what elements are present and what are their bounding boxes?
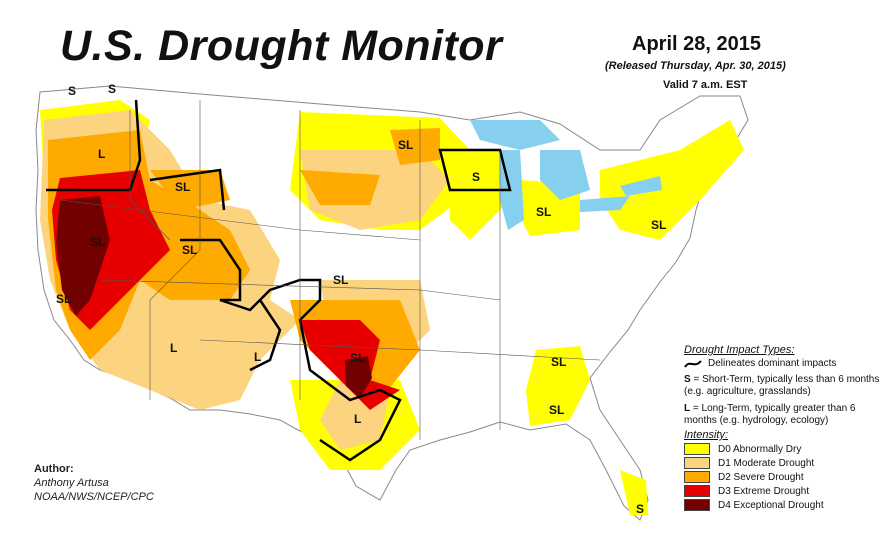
legend-level: D2 Severe Drought	[684, 471, 880, 483]
label-nv: SL	[90, 235, 106, 249]
label-ks: SL	[333, 273, 349, 287]
legend-label: D2 Severe Drought	[718, 471, 804, 483]
s-key: S	[684, 374, 691, 385]
legend-label: D4 Exceptional Drought	[718, 499, 824, 511]
map-date: April 28, 2015	[632, 33, 761, 55]
legend: Drought Impact Types: Delineates dominan…	[684, 344, 880, 513]
author-org: NOAA/NWS/NCEP/CPC	[34, 491, 154, 503]
author-name: Anthony Artusa	[34, 477, 109, 489]
valid-time: Valid 7 a.m. EST	[663, 79, 748, 91]
label-nm: L	[254, 350, 262, 364]
release-note: (Released Thursday, Apr. 30, 2015)	[605, 60, 786, 72]
s-text: = Short-Term, typically less than 6 mont…	[684, 374, 880, 397]
intensity-heading: Intensity:	[684, 429, 729, 441]
delineates-row: Delineates dominant impacts	[684, 358, 880, 369]
label-ga: SL	[549, 403, 565, 417]
legend-label: D1 Moderate Drought	[718, 457, 815, 469]
legend-label: D3 Extreme Drought	[718, 485, 810, 497]
label-wa1: S	[68, 84, 77, 98]
legend-level: D4 Exceptional Drought	[684, 499, 880, 511]
label-ny: SL	[651, 218, 667, 232]
legend-swatch	[684, 499, 710, 511]
label-wi: S	[472, 170, 481, 184]
legend-label: D0 Abnormally Dry	[718, 443, 802, 455]
label-mi: SL	[536, 205, 552, 219]
label-az: L	[170, 341, 178, 355]
label-tx: SL	[350, 351, 366, 365]
label-ca: SL	[56, 292, 72, 306]
impact-lines	[46, 99, 512, 462]
long-term-def: L = Long-Term, typically greater than 6 …	[684, 403, 880, 427]
author-block: Author: Anthony Artusa NOAA/NWS/NCEP/CPC	[34, 462, 154, 504]
great-lakes	[470, 120, 662, 230]
author-heading: Author:	[34, 463, 74, 475]
legend-swatch	[684, 485, 710, 497]
legend-level: D1 Moderate Drought	[684, 457, 880, 469]
label-tx-s: L	[354, 412, 362, 426]
intensity-levels: D0 Abnormally Dry D1 Moderate Drought D2 S…	[684, 443, 880, 511]
label-mn: SL	[398, 138, 414, 152]
legend-swatch	[684, 443, 710, 455]
short-term-def: S = Short-Term, typically less than 6 mo…	[684, 374, 880, 398]
d4-areas	[56, 196, 372, 398]
legend-swatch	[684, 457, 710, 469]
legend-level: D3 Extreme Drought	[684, 485, 880, 497]
delineates-text: Delineates dominant impacts	[708, 358, 837, 369]
impact-line-icon	[684, 359, 702, 368]
label-or: L	[98, 147, 106, 161]
legend-level: D0 Abnormally Dry	[684, 443, 880, 455]
label-id: SL	[175, 180, 191, 194]
impact-types-heading: Drought Impact Types:	[684, 344, 795, 356]
map-title: U.S. Drought Monitor	[60, 22, 503, 70]
legend-swatch	[684, 471, 710, 483]
l-text: = Long-Term, typically greater than 6 mo…	[684, 403, 856, 426]
state-lines	[59, 100, 601, 440]
label-ut: SL	[182, 243, 198, 257]
label-wa2: S	[108, 82, 117, 96]
l-key: L	[684, 403, 691, 414]
label-al: SL	[551, 355, 567, 369]
label-fl: S	[636, 502, 645, 516]
